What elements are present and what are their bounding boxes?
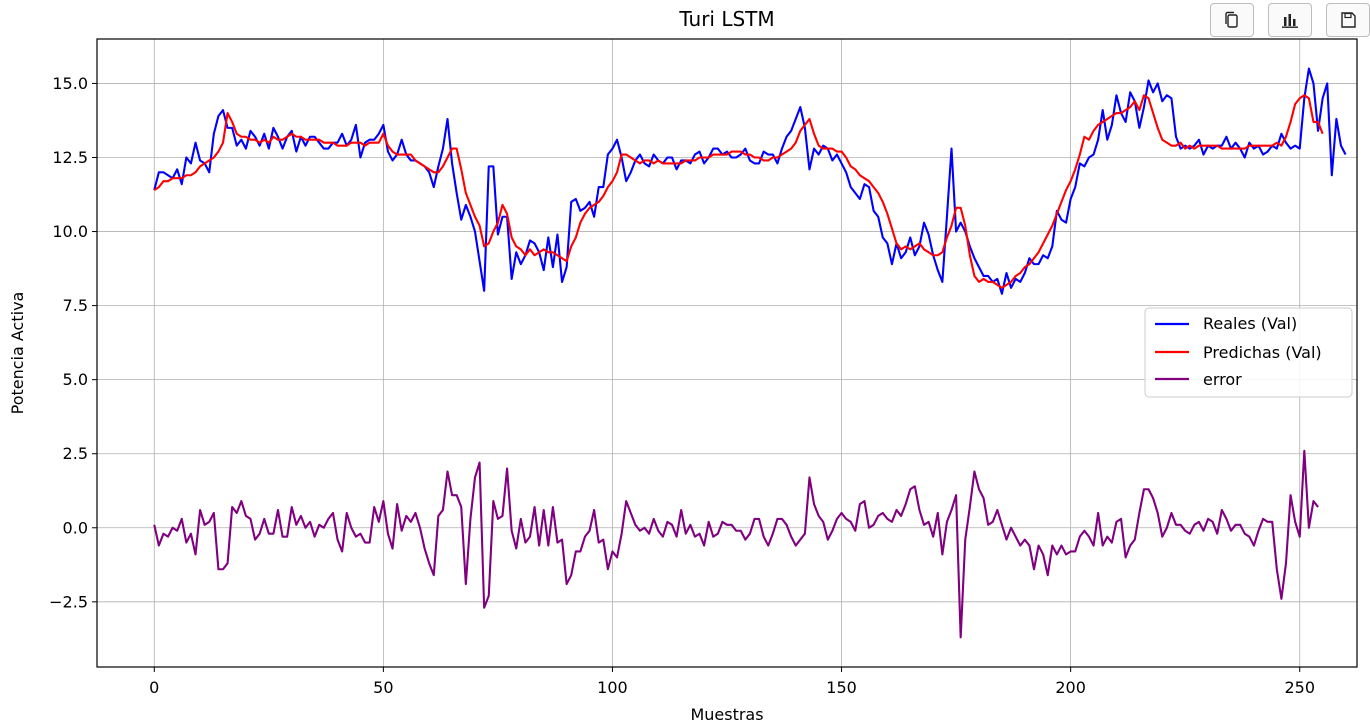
x-tick-label: 100: [597, 678, 628, 697]
series-layer: [153, 67, 1347, 639]
y-tick-label: 7.5: [63, 296, 88, 315]
y-tick-label: 0.0: [63, 518, 88, 537]
series-line-predichas: [153, 94, 1324, 289]
save-button[interactable]: [1326, 3, 1370, 37]
y-tick-label: 10.0: [52, 222, 88, 241]
chart-title: Turi LSTM: [678, 7, 774, 31]
x-tick-label: 250: [1284, 678, 1315, 697]
x-axis-label: Muestras: [690, 705, 763, 724]
chart-data-button[interactable]: [1268, 3, 1312, 37]
copy-icon: [1225, 11, 1238, 28]
legend: Reales (Val) Predichas (Val) error: [1144, 307, 1353, 398]
y-tick-label: 2.5: [63, 444, 88, 463]
y-tick-label: 15.0: [52, 74, 88, 93]
y-axis-label: Potencia Activa: [8, 292, 27, 415]
legend-label-reales: Reales (Val): [1203, 314, 1297, 333]
x-tick-label: 50: [373, 678, 393, 697]
save-icon: [1341, 12, 1356, 28]
y-tick-label: 12.5: [52, 148, 88, 167]
axis-ticks: 0 50 100 150 200 250 −2.5 0.0 2.5 5.0 7.5 10.0 12.5 1…: [49, 74, 1315, 697]
chart-toolbar: [1210, 3, 1370, 37]
plot-area-frame: [96, 38, 1358, 668]
legend-box: [1144, 307, 1353, 398]
x-tick-label: 0: [149, 678, 159, 697]
x-tick-label: 150: [826, 678, 857, 697]
series-line-error: [153, 449, 1319, 639]
legend-label-error: error: [1203, 370, 1242, 389]
y-tick-label: −2.5: [49, 592, 88, 611]
bar-chart-icon: [1282, 14, 1298, 28]
series-line-reales: [153, 67, 1347, 295]
x-tick-label: 200: [1055, 678, 1086, 697]
copy-button[interactable]: [1210, 3, 1254, 37]
legend-label-predichas: Predichas (Val): [1203, 343, 1322, 362]
y-tick-label: 5.0: [63, 370, 88, 389]
